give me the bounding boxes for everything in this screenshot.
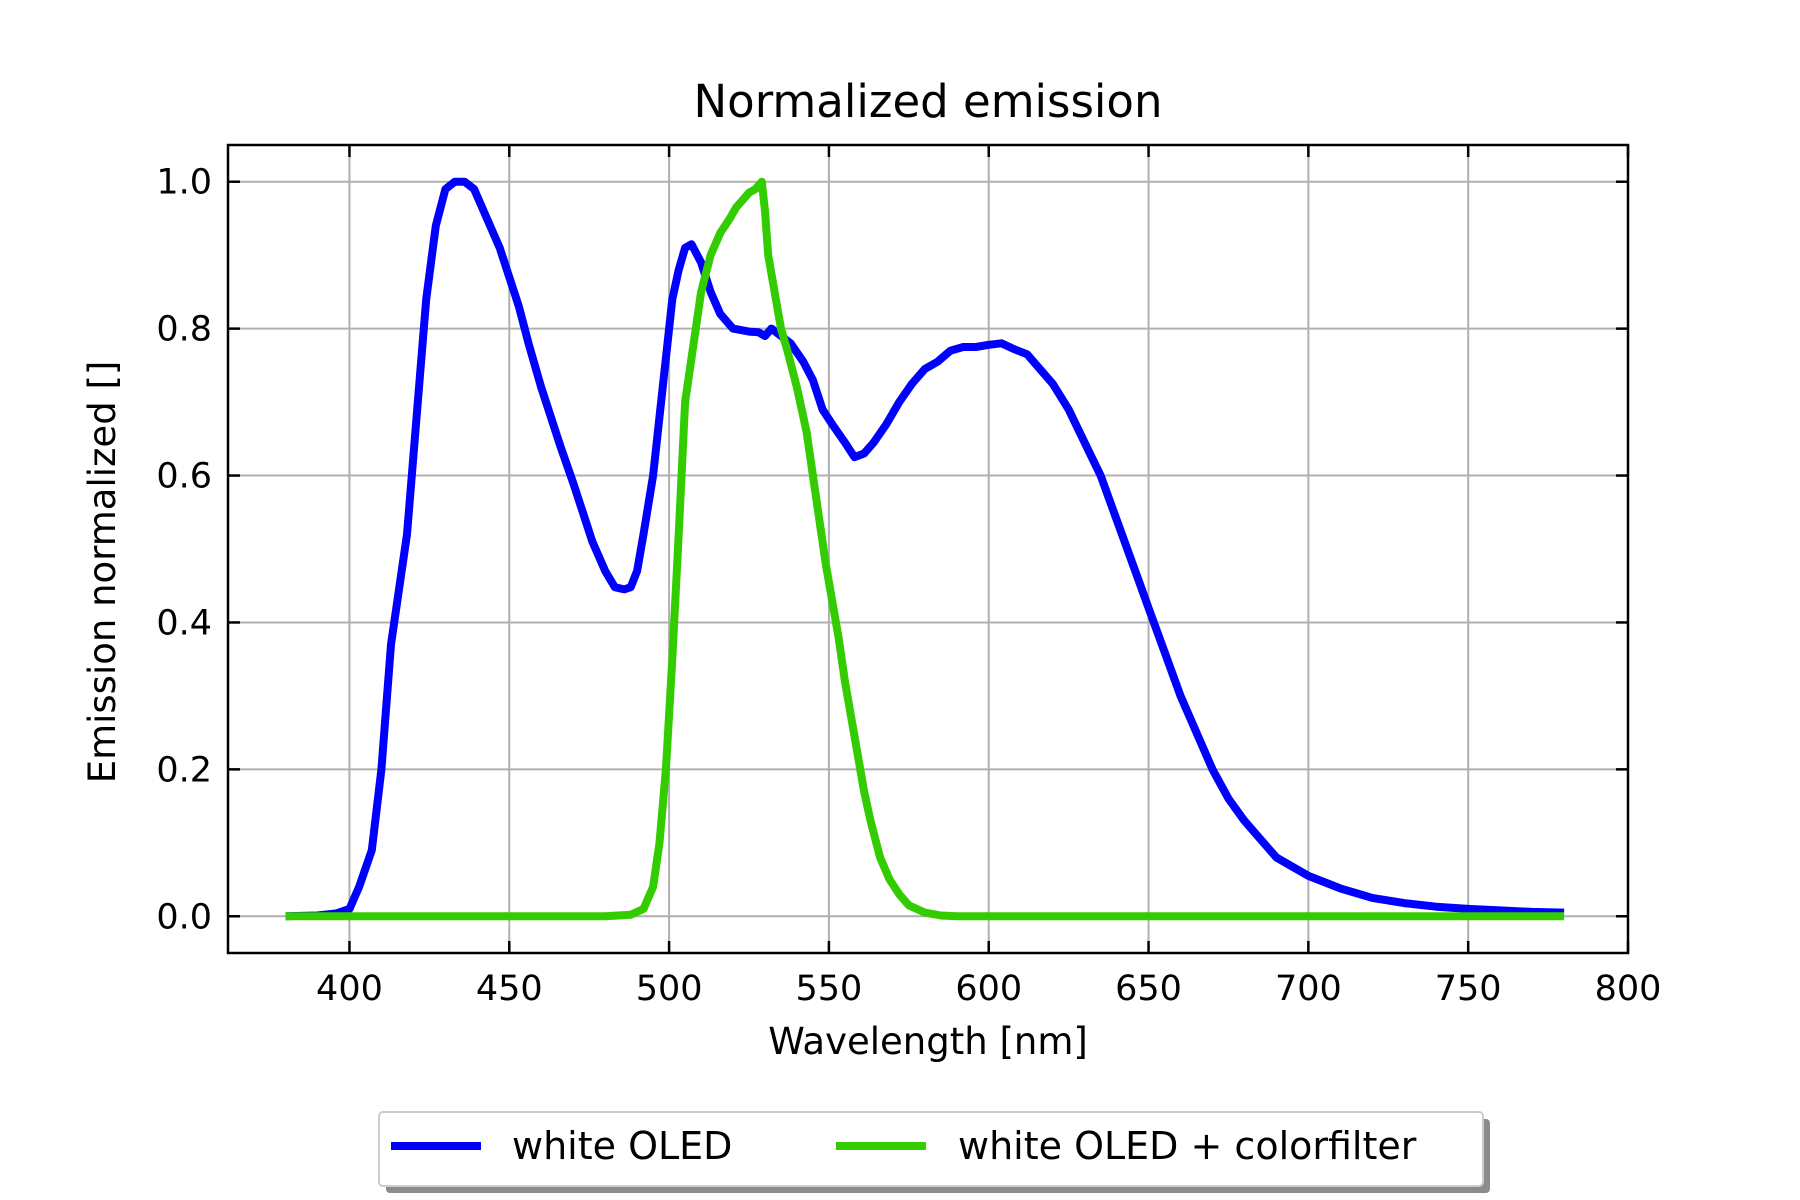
- legend-label-white-oled-colorfilter: white OLED + colorfilter: [958, 1124, 1417, 1168]
- x-tick-label: 750: [1435, 969, 1502, 1009]
- y-tick-label: 0.0: [156, 897, 212, 937]
- y-tick-label: 0.4: [156, 603, 212, 643]
- chart-title: Normalized emission: [694, 75, 1163, 128]
- x-tick-label: 700: [1275, 969, 1342, 1009]
- x-tick-label: 550: [796, 969, 863, 1009]
- axis-ticks: 400 450 500 550 600 650 700 750 800 0.0 0.2 0.4 0.6 0…: [156, 145, 1661, 1009]
- series-line-white-oled: [285, 177, 1565, 921]
- x-tick-label: 800: [1595, 969, 1662, 1009]
- legend-label-white-oled: white OLED: [512, 1124, 732, 1168]
- y-tick-label: 1.0: [156, 163, 212, 203]
- y-tick-label: 0.2: [156, 750, 212, 790]
- x-tick-label: 450: [476, 969, 543, 1009]
- y-tick-label: 0.8: [156, 310, 212, 350]
- x-tick-label: 650: [1115, 969, 1182, 1009]
- series-layer: [285, 177, 1565, 921]
- x-axis-title: Wavelength [nm]: [768, 1020, 1088, 1063]
- x-tick-label: 400: [316, 969, 383, 1009]
- series-line-white-oled-colorfilter: [285, 177, 1565, 921]
- y-axis-title: Emission normalized []: [81, 361, 124, 784]
- plot-frame: [226, 143, 1630, 955]
- legend-box: [378, 1111, 1484, 1187]
- x-tick-label: 600: [955, 969, 1022, 1009]
- y-tick-label: 0.6: [156, 457, 212, 497]
- grid: [228, 145, 1628, 953]
- x-tick-label: 500: [636, 969, 703, 1009]
- legend: white OLED white OLED + colorfilter: [378, 1111, 1490, 1193]
